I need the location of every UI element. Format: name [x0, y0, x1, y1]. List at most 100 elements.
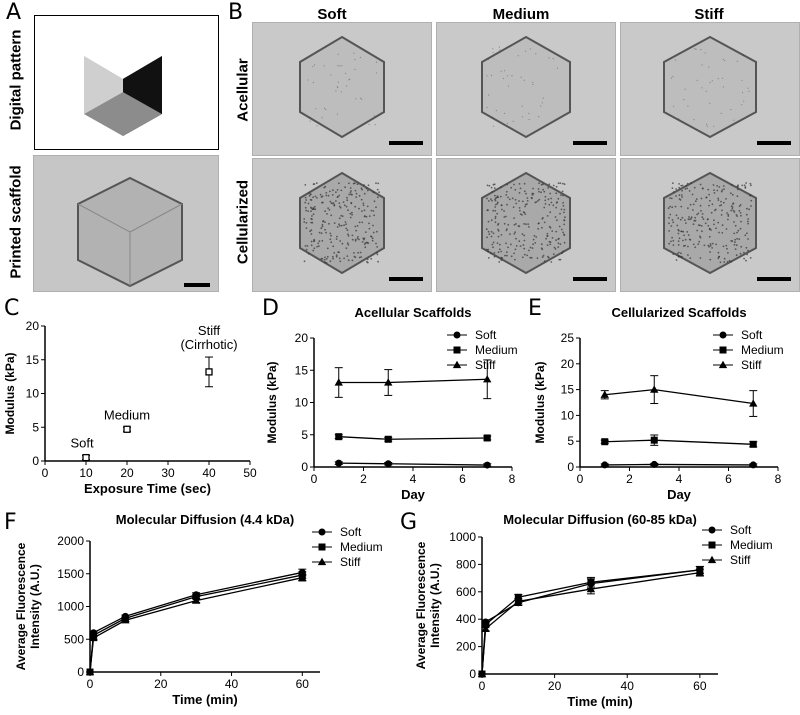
scale-bar [757, 141, 791, 145]
legend-marker-medium [719, 346, 727, 354]
data-point-0 [82, 453, 90, 462]
x-axis-label: Day [401, 487, 426, 502]
series-line-stiff [338, 378, 488, 384]
data-point-medium [749, 440, 757, 448]
column-label-medium: Medium [492, 6, 550, 23]
data-point-soft [650, 460, 658, 468]
series-line-soft [338, 462, 488, 466]
legend-label-medium: Medium [741, 343, 784, 357]
data-point-medium [650, 436, 658, 444]
micrograph-cellularized-medium [436, 158, 616, 292]
legend-marker-soft [318, 528, 326, 536]
data-point-stiff [514, 597, 523, 605]
x-tick-label: 4 [410, 472, 417, 486]
y-tick-label: 600 [456, 585, 476, 599]
y-tick-label: 0 [32, 454, 39, 468]
panel-label-b: B [228, 0, 244, 25]
legend-label-soft: Soft [475, 328, 497, 342]
chart-title: Acellular Scaffolds [354, 305, 471, 320]
legend-marker-stiff [317, 557, 327, 566]
data-point-soft [335, 459, 343, 467]
data-point-stiff [695, 568, 705, 576]
legend-label-soft: Soft [730, 523, 752, 537]
micrograph-cellularized-stiff [620, 158, 800, 292]
digital-pattern-box [34, 15, 219, 150]
digital-pattern-cube [84, 34, 162, 136]
x-tick-label: 2 [626, 472, 633, 486]
y-tick-label: 10 [26, 387, 40, 401]
y-tick-label: 25 [561, 331, 575, 345]
data-point-soft [483, 461, 491, 469]
panel-label-d: D [262, 296, 279, 321]
data-point-medium [335, 433, 343, 441]
x-tick-label: 2 [360, 472, 367, 486]
legend-marker-stiff [707, 555, 717, 564]
panel-label-f: F [4, 510, 17, 535]
y-tick-label: 10 [295, 396, 309, 410]
data-point-stiff [384, 378, 393, 386]
x-tick-label: 20 [120, 466, 134, 480]
legend-marker-medium [453, 346, 461, 354]
data-point-stiff [483, 375, 492, 383]
y-tick-label: 1000 [57, 600, 84, 614]
data-point-medium [587, 578, 595, 586]
scale-bar [389, 277, 423, 281]
y-tick-label: 1000 [449, 530, 476, 544]
y-axis-label: Intensity (A.U.) [428, 563, 442, 648]
scale-bar [573, 141, 607, 145]
chart-e: 0 2 4 6 8 0 5 10 15 20 25 Day Modulus (kPa) Cellulari… [533, 305, 784, 502]
y-tick-label: 800 [456, 557, 476, 571]
column-label-soft: Soft [317, 6, 347, 23]
point-annotation: Medium [104, 407, 150, 422]
data-point-soft [749, 461, 757, 469]
y-tick-label: 15 [295, 363, 309, 377]
chart-title: Cellularized Scaffolds [611, 305, 746, 320]
y-tick-label: 200 [456, 640, 476, 654]
series-line-medium [604, 439, 754, 445]
y-tick-label: 5 [32, 420, 39, 434]
x-tick-label: 20 [154, 677, 168, 691]
x-axis-label: Day [667, 487, 692, 502]
y-axis-label: Average Fluorescence [14, 542, 28, 670]
scale-bar [389, 141, 423, 145]
x-tick-label: 0 [479, 679, 486, 693]
legend-marker-soft [708, 526, 716, 534]
y-tick-label: 10 [561, 408, 575, 422]
column-label-stiff: Stiff [694, 6, 724, 23]
data-point-medium [384, 435, 392, 443]
panel-label-g: G [400, 510, 418, 535]
y-tick-label: 5 [301, 428, 308, 442]
data-point-stiff [334, 378, 343, 386]
panel-label-a: A [6, 0, 22, 25]
data-point-stiff [586, 584, 596, 593]
data-point-medium [483, 434, 491, 442]
x-tick-label: 0 [311, 472, 318, 486]
x-tick-label: 60 [693, 679, 707, 693]
x-axis-label: Time (min) [567, 694, 633, 709]
micrograph-cellularized-soft [252, 158, 432, 292]
series-line-medium [338, 436, 488, 440]
chart-title: Molecular Diffusion (60-85 kDa) [503, 512, 697, 527]
data-point-stiff [298, 573, 307, 581]
legend-label-stiff: Stiff [475, 358, 496, 372]
chart-title: Molecular Diffusion (4.4 kDa) [116, 512, 294, 527]
scale-bar [757, 277, 791, 281]
data-point-medium [601, 438, 609, 446]
y-tick-label: 0 [469, 667, 476, 681]
legend-label-medium: Medium [475, 343, 518, 357]
x-tick-label: 8 [775, 472, 782, 486]
x-tick-label: 4 [676, 472, 683, 486]
y-axis-label: Modulus (kPa) [265, 361, 279, 443]
chart-d: 0 2 4 6 8 0 5 10 15 20 Day Modulus (kPa) Acellular S… [265, 305, 518, 502]
data-point-stiff [89, 633, 98, 642]
y-tick-label: 20 [26, 319, 40, 333]
data-point-stiff [600, 390, 609, 398]
scale-bar [573, 277, 607, 281]
scale-bar [184, 283, 210, 287]
data-point-soft [601, 461, 609, 469]
y-tick-label: 5 [567, 434, 574, 448]
printed-scaffold-image [33, 155, 219, 292]
y-tick-label: 0 [77, 665, 84, 679]
series-line-stiff [604, 388, 754, 405]
series-line-medium [89, 574, 303, 673]
